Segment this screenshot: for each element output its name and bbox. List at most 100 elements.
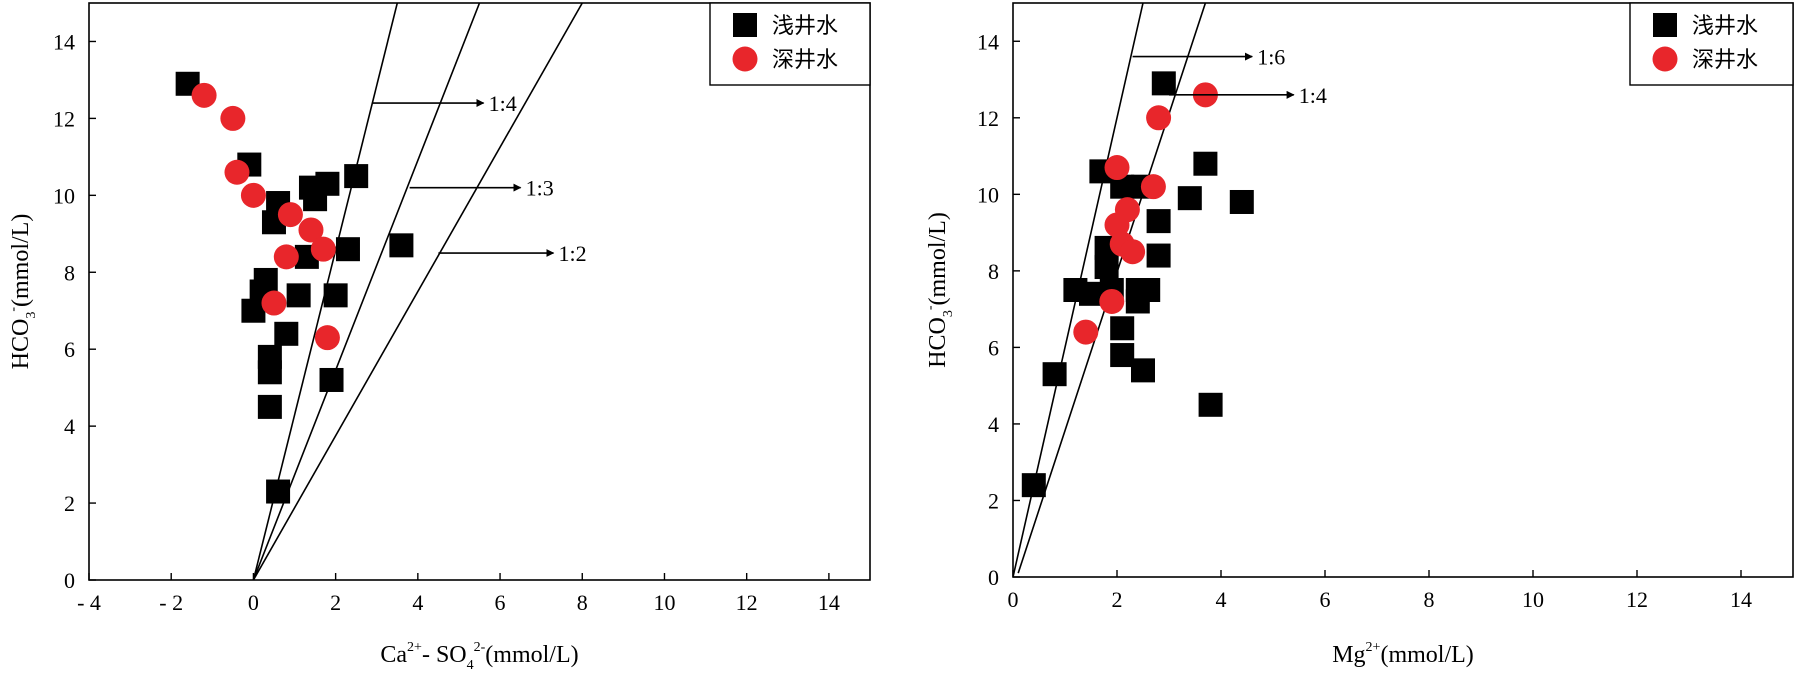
data-point-circle [277,202,303,228]
plot-frame [1012,2,1794,578]
data-point-circle [1073,319,1099,345]
y-tick-label: 14 [977,29,999,54]
data-point-circle [1104,155,1130,181]
x-axis-label-part: (mmol/L) [485,642,578,668]
data-point-square [257,394,282,419]
data-point-circle [261,290,287,316]
y-tick-label: 0 [988,565,999,590]
data-point-square [319,367,344,392]
data-point-square [389,233,414,258]
data-point-square [303,187,328,212]
y-axis-label-part: 3 [24,312,39,319]
data-point-circle [240,182,266,208]
series-shallow-well [175,71,414,504]
x-axis-label: Ca2+- SO42-(mmol/L) [380,640,578,673]
x-axis-label-part: Ca [380,642,407,668]
series-shallow-well [1021,71,1254,498]
x-tick-label: 14 [818,590,840,615]
y-axis-label-part: 3 [941,310,956,317]
y-axis-label: HCO3-(mmol/L) [923,212,956,368]
annotation-label-1: 1:6 [1257,45,1285,70]
x-tick-label: 4 [1216,587,1227,612]
x-axis-label-part: 2+ [1366,640,1381,655]
data-point-square [274,321,299,346]
y-axis-label-part: - [6,307,21,312]
data-point-square [1198,392,1223,417]
plot-frame [88,2,871,581]
x-tick-label: 0 [248,590,259,615]
data-point-square [1146,243,1171,268]
data-point-square [335,237,360,262]
x-tick-label: 6 [495,590,506,615]
annotation-label-2: 1:4 [1299,83,1327,108]
x-tick-label: 6 [1320,587,1331,612]
annotation-label-1: 1:4 [489,91,517,116]
data-point-circle [1140,174,1166,200]
data-point-circle [224,159,250,185]
data-point-square [344,164,369,189]
y-tick-label: 6 [64,337,75,362]
y-axis-label-part: (mmol/L) [925,212,951,305]
x-axis-label-part: 4 [467,658,474,673]
x-axis-label-part: Mg [1332,642,1365,668]
x-tick-label: 14 [1730,587,1752,612]
y-tick-label: 12 [977,106,999,131]
data-point-circle [1104,212,1130,238]
y-tick-label: 12 [53,106,75,131]
x-axis-label: Mg2+(mmol/L) [1332,640,1474,668]
y-axis-label-part: HCO [925,317,951,368]
x-tick-label: 8 [1424,587,1435,612]
x-axis-label-part: (mmol/L) [1380,642,1473,668]
data-point-square [1042,362,1067,387]
y-tick-label: 4 [988,412,999,437]
legend-marker-square [1653,13,1677,37]
data-point-circle [298,217,324,243]
legend-label: 深井水 [772,48,838,73]
data-point-circle [314,325,340,351]
data-point-circle [1120,239,1146,265]
data-point-circle [1146,105,1172,131]
y-tick-label: 8 [988,259,999,284]
chart-right: 1:61:40 2 4 6 8 10 12 1402468101214Mg2+(mmol/L)… [923,2,1794,668]
data-point-square [1125,289,1150,314]
chart-left: 1:41:31:2- 4- 2 0 2 4 6 8 10 12 1402468101214Ca2… [6,2,871,673]
y-tick-label: 10 [977,182,999,207]
data-point-square [1151,71,1176,96]
y-axis-label-part: (mmol/L) [8,214,34,307]
series-deep-well [1073,82,1218,345]
y-tick-label: 4 [64,414,75,439]
x-axis-label-part: - SO [422,642,467,668]
data-point-square [1110,316,1135,341]
data-point-square [1079,281,1103,306]
legend-label: 浅井水 [1692,14,1758,39]
y-tick-label: 14 [53,29,75,54]
annotation-label-2: 1:3 [526,176,554,201]
legend-label: 深井水 [1692,48,1758,73]
data-point-circle [191,82,217,108]
x-tick-label: - 2 [159,590,183,615]
data-point-square [1110,343,1135,368]
x-tick-label: 8 [577,590,588,615]
y-tick-label: 8 [64,260,75,285]
data-point-square [257,360,282,385]
y-axis-label-part: - [923,305,938,310]
data-point-square [1193,151,1218,176]
x-tick-label: 10 [1522,587,1544,612]
x-tick-label: 10 [653,590,675,615]
y-tick-label: 2 [64,491,75,516]
x-tick-label: 0 [1008,587,1019,612]
data-point-square [241,298,266,323]
legend-marker-square [733,13,757,37]
data-point-square [323,283,348,308]
data-point-circle [310,236,336,262]
data-point-square [1021,473,1046,498]
data-point-circle [220,105,246,131]
x-tick-label: 12 [736,590,758,615]
reference-line-2 [252,3,481,580]
x-tick-label: 2 [330,590,341,615]
y-tick-label: 2 [988,488,999,513]
legend-marker-circle [732,46,758,72]
